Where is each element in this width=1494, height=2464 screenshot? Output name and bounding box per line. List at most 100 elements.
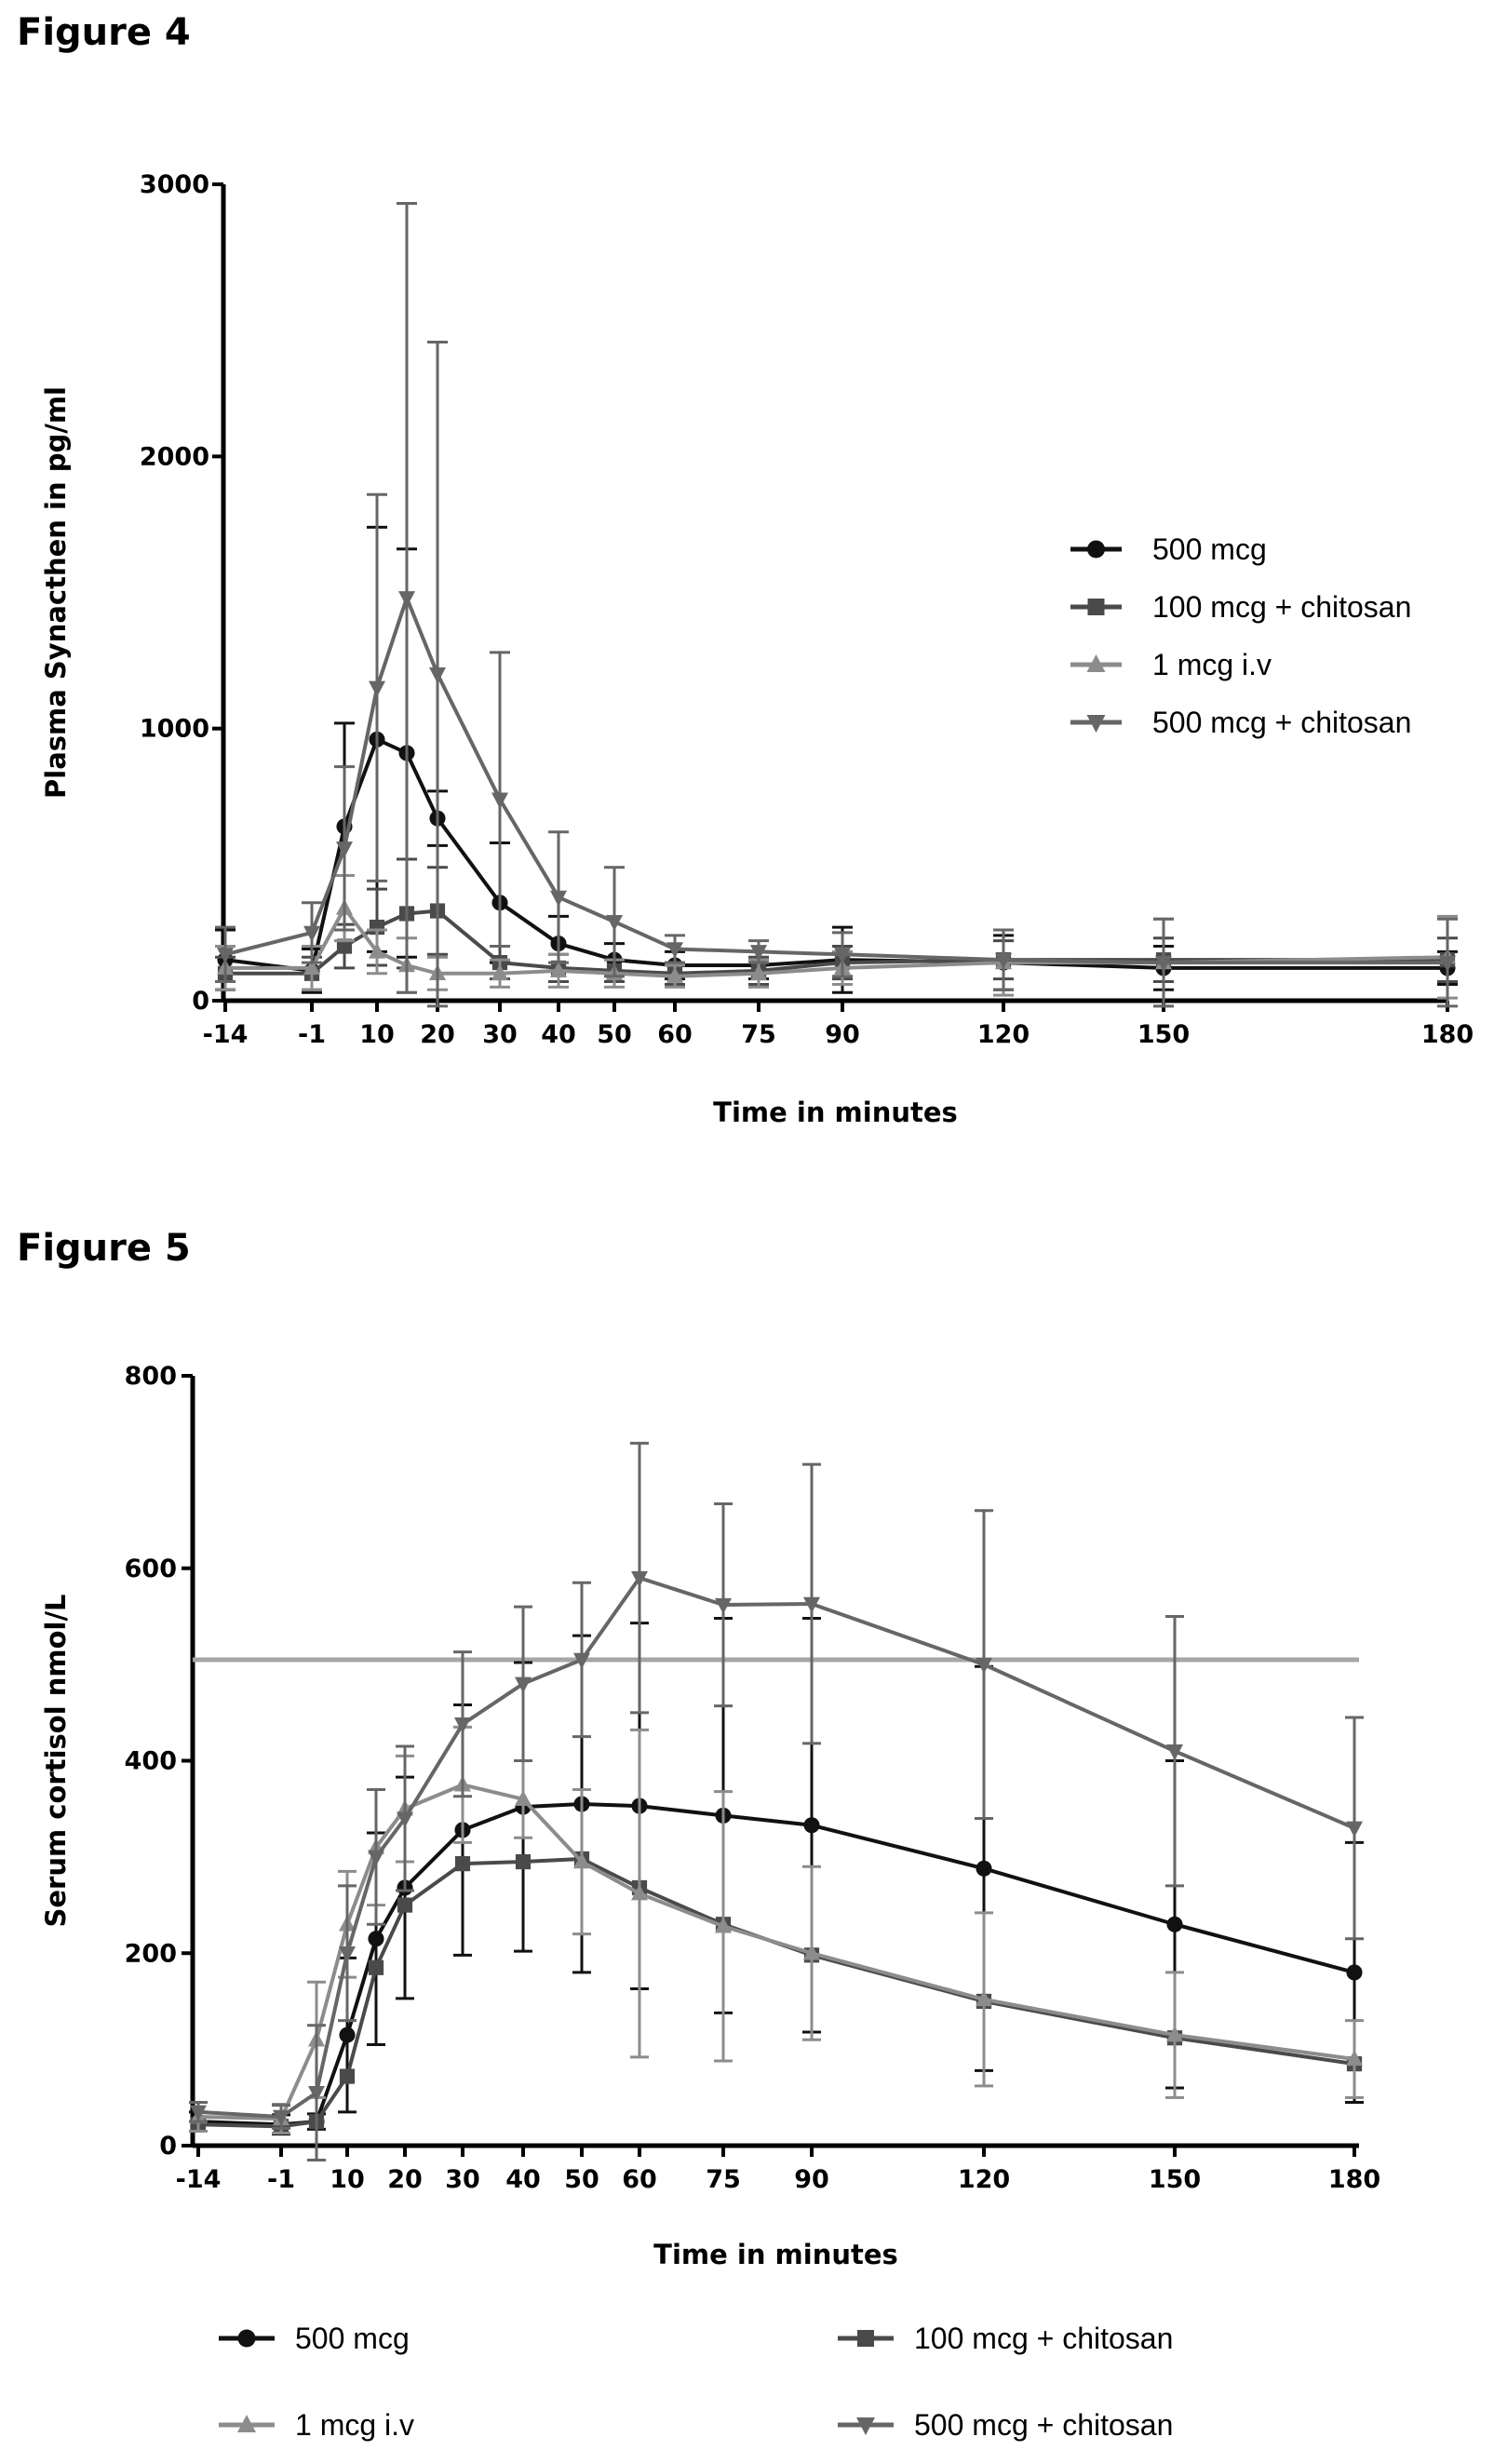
y-tick-label: 0 [192, 987, 209, 1016]
data-point [631, 1570, 648, 1587]
data-point [1346, 2050, 1363, 2067]
data-point [491, 963, 508, 980]
data-point [454, 1717, 471, 1734]
legend-item: 100 mcg + chitosan [1070, 590, 1411, 624]
legend-label: 100 mcg + chitosan [914, 2322, 1173, 2355]
data-point [606, 915, 623, 932]
x-tick-label: 60 [622, 2165, 657, 2194]
x-tick-label: 75 [706, 2165, 741, 2194]
legend-item: 1 mcg i.v [1070, 648, 1272, 681]
data-point [1439, 955, 1456, 972]
series-line [197, 1856, 1355, 2129]
legend-marker [1086, 654, 1106, 672]
data-point [573, 1652, 590, 1669]
legend-label: 1 mcg i.v [1152, 648, 1272, 681]
data-point [303, 959, 320, 976]
data-point [454, 1856, 471, 1872]
data-point [1346, 1964, 1363, 1981]
data-point [368, 1959, 384, 1975]
legend-label: 1 mcg i.v [295, 2408, 414, 2442]
y-tick-label: 1000 [140, 715, 209, 744]
series-3 [189, 1441, 1364, 2162]
data-point [303, 925, 320, 942]
data-point [1155, 955, 1172, 972]
legend-marker [237, 2415, 256, 2432]
data-point [190, 2105, 207, 2121]
y-tick-label: 600 [125, 1555, 177, 1583]
data-point [573, 1852, 590, 1869]
data-point [515, 1789, 532, 1807]
x-tick-label: 60 [657, 1020, 693, 1049]
x-tick-label: 120 [977, 1020, 1030, 1049]
y-tick-label: 800 [125, 1362, 177, 1391]
legend-label: 100 mcg + chitosan [1152, 590, 1411, 624]
data-point [715, 1597, 732, 1614]
data-point [976, 1860, 992, 1877]
data-point [308, 2085, 325, 2103]
legend-marker [237, 2329, 256, 2348]
data-point [1166, 2026, 1183, 2042]
x-tick-label: 30 [445, 2165, 480, 2194]
data-point [217, 948, 234, 964]
legend: 500 mcg 100 mcg + chitosan 1 mcg i.v 500 mc… [219, 2322, 1173, 2442]
legend-item: 1 mcg i.v [219, 2408, 414, 2442]
data-point [550, 890, 567, 907]
legend-marker [856, 2417, 875, 2435]
data-point [397, 1897, 413, 1913]
data-point [803, 1817, 820, 1834]
x-tick-label: 10 [330, 2165, 365, 2194]
y-axis-title: Serum cortisol nmol/L [40, 1594, 72, 1927]
x-tick-label: 50 [564, 2165, 599, 2194]
data-point [515, 1676, 532, 1693]
data-point [1166, 1916, 1183, 1932]
legend-marker [857, 2330, 874, 2347]
data-point [1346, 1821, 1363, 1838]
data-point [339, 2068, 356, 2084]
legend-label: 500 mcg + chitosan [914, 2408, 1173, 2442]
legend-label: 500 mcg [295, 2322, 410, 2355]
legend: 500 mcg 100 mcg + chitosan 1 mcg i.v 500 mc… [1070, 532, 1411, 739]
data-point [397, 1811, 413, 1828]
x-tick-label: 75 [741, 1020, 776, 1049]
x-tick-label: 90 [794, 2165, 829, 2194]
data-point [976, 1657, 992, 1675]
data-point [336, 842, 353, 858]
data-point [550, 961, 567, 978]
data-point [750, 963, 767, 980]
legend-marker [1087, 540, 1105, 559]
series-2 [189, 1725, 1364, 2135]
x-tick-label: 20 [420, 1020, 455, 1049]
data-point [1166, 1744, 1183, 1761]
x-tick-label: -1 [267, 2165, 295, 2194]
y-tick-label: 400 [125, 1747, 177, 1776]
series-3 [215, 201, 1458, 1008]
data-point [336, 938, 353, 954]
x-tick-label: 10 [359, 1020, 395, 1049]
x-tick-label: 150 [1149, 2165, 1201, 2194]
x-tick-label: 40 [505, 2165, 541, 2194]
y-tick-label: 2000 [140, 442, 209, 471]
figure-5-title: Figure 5 [17, 1227, 191, 1270]
x-tick-label: 50 [597, 1020, 632, 1049]
legend-label: 500 mcg + chitosan [1152, 706, 1411, 739]
figure-4-title: Figure 4 [17, 11, 191, 54]
x-tick-label: 150 [1137, 1020, 1190, 1049]
figure-4-chart: 0 1000 2000 3000 -14 -1 10 20 30 40 50 60 75 90 120 150… [40, 170, 1474, 1128]
x-axis-title: Time in minutes [653, 2239, 898, 2270]
data-point [750, 945, 767, 962]
data-point [666, 942, 683, 959]
x-axis-title: Time in minutes [713, 1097, 958, 1128]
legend-item: 500 mcg + chitosan [838, 2408, 1173, 2442]
y-tick-label: 3000 [140, 170, 209, 199]
y-tick-label: 200 [125, 1939, 177, 1968]
data-point [666, 966, 683, 983]
data-point [273, 2109, 289, 2126]
x-tick-label: 180 [1421, 1020, 1474, 1049]
data-point [369, 942, 385, 959]
data-point [339, 2026, 356, 2043]
data-point [715, 1917, 732, 1933]
data-point [803, 1944, 820, 1960]
data-point [995, 952, 1012, 970]
x-tick-label: 20 [387, 2165, 423, 2194]
